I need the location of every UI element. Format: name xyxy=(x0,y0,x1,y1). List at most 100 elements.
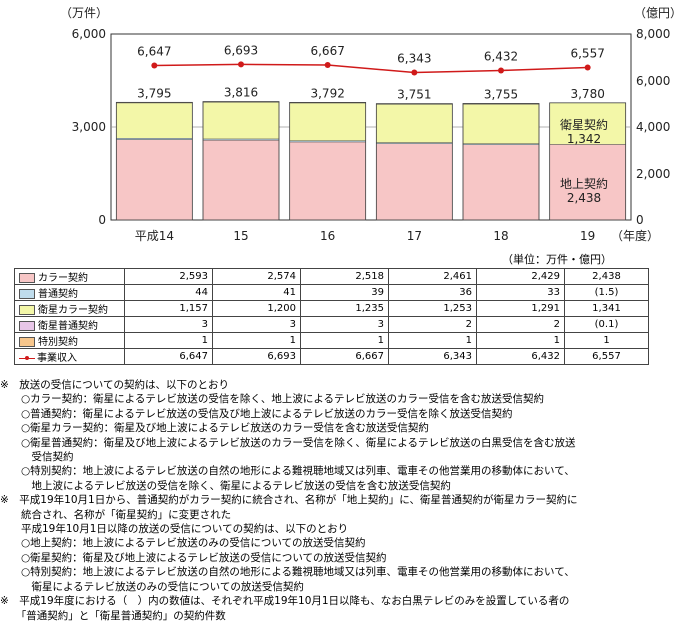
note-line: ○衛星普通契約：衛星及び地上波によるテレビ放送のカラー受信を除く、衛星によるテレ… xyxy=(0,436,576,449)
color-swatch-icon xyxy=(19,273,35,283)
table-row-special: 特別契約 1 1 1 1 1 1 xyxy=(14,332,649,349)
row-label-revenue: 事業収入 xyxy=(14,348,125,365)
table-cell: 36 xyxy=(388,284,477,301)
table-cell: 2,461 xyxy=(388,268,477,285)
table-cell: 6,343 xyxy=(388,348,477,365)
x-tick-label: 16 xyxy=(320,229,335,243)
bar-segment-0-4 xyxy=(462,144,540,221)
contracts-chart: 3,795 平成14 3,816 15 3,792 16 3,751 17 3,755 18 3,7… xyxy=(60,6,679,243)
table-cell: 2,429 xyxy=(476,268,565,285)
right-tick-0: 0 xyxy=(636,213,644,227)
x-tick-label: 18 xyxy=(493,229,508,243)
note-line: ○特別契約：地上波によるテレビ放送の自然の地形による難視聴地域又は列車、電車その… xyxy=(0,465,575,478)
bar-segment-2-2 xyxy=(289,102,366,141)
right-axis-unit: （億円） xyxy=(634,6,679,20)
table-cell: 2,574 xyxy=(212,268,301,285)
note-line: 衛星によるテレビ放送のみの受信についての放送受信契約 xyxy=(0,580,304,593)
table-cell: 6,432 xyxy=(476,348,565,365)
left-tick-0: 0 xyxy=(98,213,106,227)
table-cell: 1,341 xyxy=(564,300,649,317)
table-row-revenue: 事業収入 6,647 6,693 6,667 6,343 6,432 6,557 xyxy=(14,348,649,365)
table-cell: 41 xyxy=(212,284,301,301)
bar-total-label: 3,780 xyxy=(570,87,604,101)
annotation-sat-name: 衛星契約 xyxy=(560,117,608,132)
x-tick-label: 17 xyxy=(407,229,422,243)
right-tick-4000: 4,000 xyxy=(636,120,670,134)
table-cell: 3 xyxy=(300,316,389,333)
bar-segment-0-2 xyxy=(289,141,366,221)
row-label-normal: 普通契約 xyxy=(14,284,125,301)
revenue-point xyxy=(498,67,504,74)
table-cell: (0.1) xyxy=(564,316,649,333)
annotation-ground-value: 2,438 xyxy=(567,191,601,205)
bar-outline-1 xyxy=(202,101,280,221)
revenue-line xyxy=(154,63,588,74)
table-cell: 1,235 xyxy=(300,300,389,317)
row-label-special: 特別契約 xyxy=(14,332,125,349)
note-line: ○地上契約：地上波によるテレビ放送のみの受信についての放送受信契約 xyxy=(0,537,366,550)
note-line: ○衛星カラー契約：衛星及び地上波によるテレビ放送のカラー受信を含む放送受信契約 xyxy=(0,422,429,435)
table-cell: 2,593 xyxy=(124,268,213,285)
row-label-sat-normal: 衛星普通契約 xyxy=(14,316,125,333)
table-cell: 44 xyxy=(124,284,213,301)
bar-group xyxy=(115,101,627,221)
x-tick-label: 19 xyxy=(580,229,595,243)
table-cell: 39 xyxy=(300,284,389,301)
bar-total-label: 3,795 xyxy=(137,86,171,100)
revenue-label: 6,693 xyxy=(224,43,258,57)
table-cell: 2 xyxy=(476,316,565,333)
table-cell: 1 xyxy=(300,332,389,349)
note-line: ○普通契約：衛星によるテレビ放送の受信及び地上波によるテレビ放送のカラー受信を除… xyxy=(0,407,513,420)
bar-outline-0 xyxy=(115,101,193,221)
x-tick-label: 15 xyxy=(233,229,248,243)
bar-segment-2-5 xyxy=(549,102,626,145)
table-cell: 1 xyxy=(564,332,649,349)
table-cell: 2 xyxy=(388,316,477,333)
revenue-label: 6,557 xyxy=(570,47,604,61)
revenue-point xyxy=(238,61,244,68)
bar-segment-2-1 xyxy=(202,101,280,140)
revenue-label: 6,343 xyxy=(397,52,431,66)
bar-segment-0-1 xyxy=(202,139,280,221)
table-cell: 1,200 xyxy=(212,300,301,317)
bar-outline-2 xyxy=(289,102,367,221)
note-line: ※ 放送の受信についての契約は、以下のとおり xyxy=(0,379,229,391)
data-table: カラー契約 2,593 2,574 2,518 2,461 2,429 2,43… xyxy=(14,268,649,365)
bar-total-label: 3,755 xyxy=(484,88,518,102)
left-tick-3000: 3,000 xyxy=(72,120,106,134)
table-cell: 2,438 xyxy=(564,268,649,285)
footnotes: ※ 放送の受信についての契約は、以下のとおり ○カラー契約：衛星によるテレビ放送… xyxy=(0,378,679,623)
note-line: 受信契約 xyxy=(0,451,74,464)
right-tick-6000: 6,000 xyxy=(636,74,670,88)
revenue-label: 6,647 xyxy=(137,44,171,58)
note-line: 統合され、名称が「衛星契約」に変更された xyxy=(0,508,232,521)
note-line: ※ 平成19年10月1日から、普通契約がカラー契約に統合され、名称が「地上契約」… xyxy=(0,494,578,507)
table-cell: 6,647 xyxy=(124,348,213,365)
x-axis-unit: （年度） xyxy=(611,228,659,243)
note-line: ※ 平成19年度における（ ）内の数値は、それぞれ平成19年10月1日以降も、な… xyxy=(0,595,570,608)
bar-segment-0-3 xyxy=(376,143,453,221)
left-axis-unit: （万件） xyxy=(60,6,108,20)
left-tick-6000: 6,000 xyxy=(72,27,106,41)
bar-total-label: 3,751 xyxy=(397,88,431,102)
table-cell: 1,291 xyxy=(476,300,565,317)
revenue-label: 6,667 xyxy=(310,44,344,58)
revenue-point xyxy=(151,62,158,69)
label-group: 3,795 平成14 3,816 15 3,792 16 3,751 17 3,755 18 3,7… xyxy=(135,43,605,243)
bar-segment-0-0 xyxy=(116,139,193,221)
table-cell: 6,557 xyxy=(564,348,649,365)
right-tick-8000: 8,000 xyxy=(636,27,670,41)
table-cell: 1 xyxy=(476,332,565,349)
table-cell: 6,693 xyxy=(212,348,301,365)
color-swatch-icon xyxy=(19,289,35,299)
table-cell: 1,253 xyxy=(388,300,477,317)
unit-note: （単位：万件・億円） xyxy=(502,253,612,266)
revenue-point xyxy=(584,64,591,71)
table-cell: 3 xyxy=(124,316,213,333)
revenue-point xyxy=(324,61,331,68)
revenue-point xyxy=(411,69,418,76)
line-marker-icon xyxy=(19,354,35,362)
table-cell: 1,157 xyxy=(124,300,213,317)
revenue-line-group xyxy=(151,61,591,76)
table-cell: 6,667 xyxy=(300,348,389,365)
